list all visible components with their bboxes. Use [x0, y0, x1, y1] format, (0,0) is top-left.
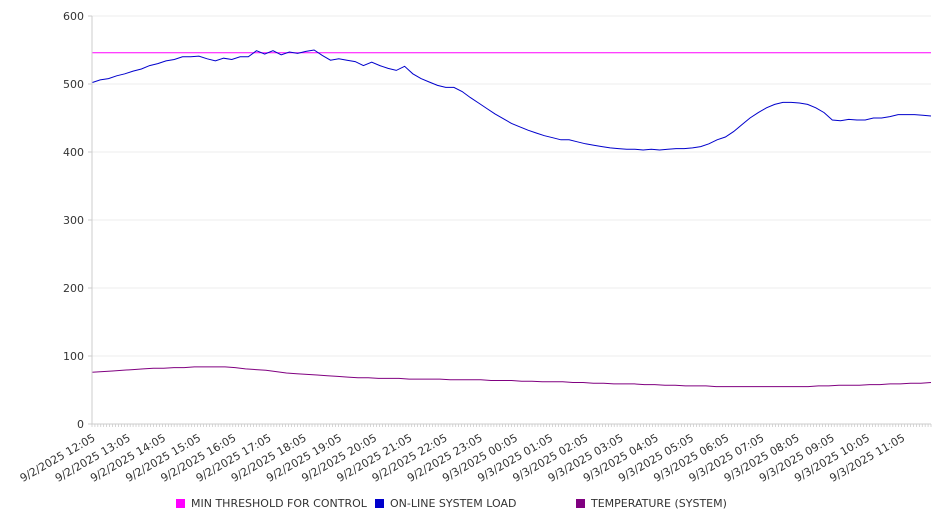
y-axis-ticks: 0 100 200 300 400 500 600: [63, 10, 92, 431]
legend-label-min-threshold: MIN THRESHOLD FOR CONTROL: [191, 497, 367, 510]
legend: MIN THRESHOLD FOR CONTROL ON-LINE SYSTEM…: [0, 497, 946, 515]
series-line-system-load: [91, 49, 932, 151]
series-lines: [91, 49, 932, 388]
y-tick-label: 600: [63, 10, 84, 23]
y-tick-label: 0: [77, 418, 84, 431]
y-tick-label: 500: [63, 78, 84, 91]
y-tick-label: 200: [63, 282, 84, 295]
legend-label-temperature: TEMPERATURE (SYSTEM): [591, 497, 727, 510]
y-tick-label: 300: [63, 214, 84, 227]
series-line-temperature: [91, 366, 932, 388]
legend-swatch-temperature: [576, 499, 585, 508]
legend-item-temperature[interactable]: TEMPERATURE (SYSTEM): [576, 497, 727, 510]
y-tick-label: 400: [63, 146, 84, 159]
legend-swatch-min-threshold: [176, 499, 185, 508]
legend-item-system-load[interactable]: ON-LINE SYSTEM LOAD: [375, 497, 516, 510]
y-tick-label: 100: [63, 350, 84, 363]
legend-item-min-threshold[interactable]: MIN THRESHOLD FOR CONTROL: [176, 497, 367, 510]
legend-label-system-load: ON-LINE SYSTEM LOAD: [390, 497, 517, 510]
x-axis-ticks: 9/2/2025 12:059/2/2025 13:059/2/2025 14:…: [18, 424, 932, 485]
legend-swatch-system-load: [375, 499, 384, 508]
grid-lines: [92, 15, 931, 357]
